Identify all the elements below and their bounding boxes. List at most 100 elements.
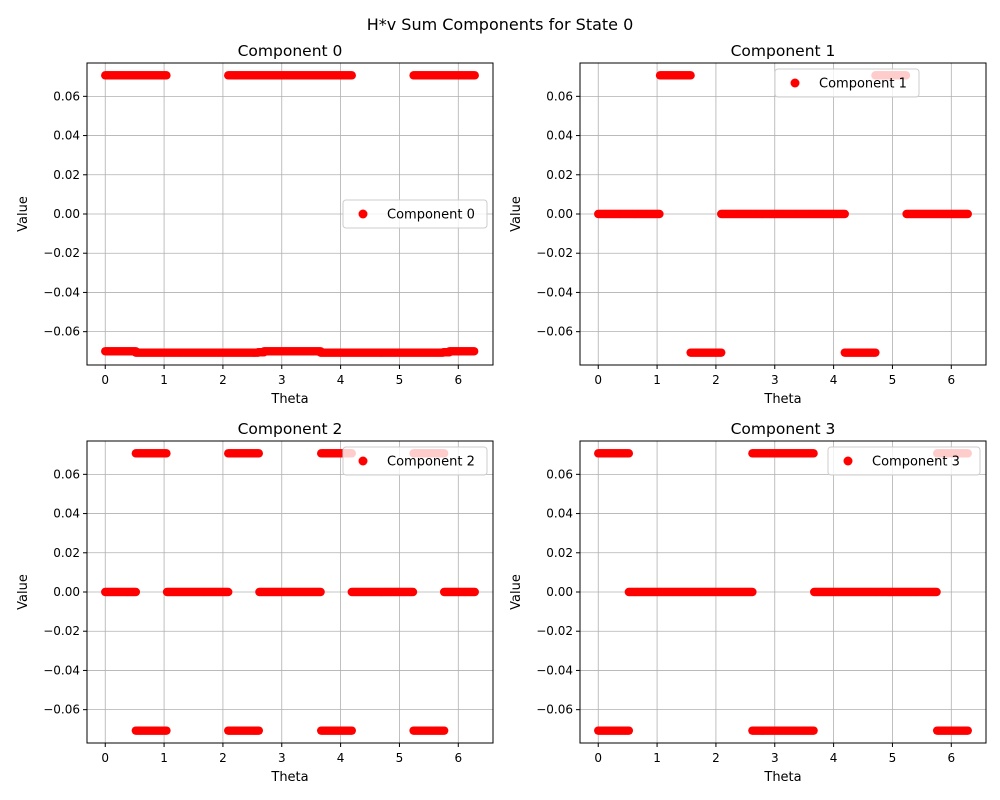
data-point (748, 587, 757, 597)
x-axis-label: Theta (763, 392, 801, 407)
subplot-title: Component 0 (238, 42, 343, 60)
legend-marker (843, 456, 853, 466)
data-point (840, 209, 849, 219)
legend-box (342, 199, 488, 229)
x-tick-label: 3 (771, 751, 779, 765)
subplot-3: 0 1 2 3 4 5 6 −0.06 −0.04 −0.02 0.00 0.02 0.04 0.06 Co… (509, 420, 987, 785)
data-segment-11 (409, 726, 449, 735)
legend-label: Component 3 (872, 455, 960, 470)
legend: Component 2 (342, 446, 488, 476)
y-tick-label: 0.02 (546, 168, 573, 182)
y-tick-label: 0.02 (53, 546, 80, 560)
x-tick-label: 4 (337, 373, 345, 387)
data-point (162, 449, 171, 458)
data-point (469, 347, 479, 356)
data-point (963, 209, 972, 219)
data-point (408, 587, 418, 597)
data-segment-0 (594, 449, 634, 458)
x-tick-label: 5 (396, 751, 404, 765)
data-point (717, 348, 726, 357)
data-point (809, 726, 818, 735)
data-segment-4 (224, 449, 264, 458)
y-axis-label: Value (16, 574, 31, 610)
y-axis-label: Value (16, 196, 31, 232)
legend-label: Component 1 (819, 77, 907, 92)
data-segment-7 (316, 348, 448, 357)
y-axis-label: Value (509, 196, 524, 232)
data-segment-12 (439, 587, 479, 597)
data-segment-1 (131, 449, 171, 458)
data-segment-0 (594, 209, 664, 219)
legend: Component 1 (774, 68, 920, 98)
subplot-title: Component 2 (238, 420, 343, 438)
x-tick-label: 6 (454, 373, 462, 387)
y-tick-label: 0.04 (546, 129, 573, 143)
data-segment-4 (131, 348, 263, 357)
x-tick-label: 2 (712, 751, 720, 765)
data-segment-5 (224, 726, 264, 735)
y-tick-label: 0.00 (53, 585, 80, 599)
x-tick-label: 4 (830, 751, 838, 765)
x-tick-label: 6 (947, 373, 955, 387)
y-tick-label: 0.06 (546, 89, 573, 103)
y-tick-label: 0.00 (546, 207, 573, 221)
x-tick-label: 4 (830, 373, 838, 387)
data-point (932, 587, 941, 597)
legend-marker (790, 78, 800, 88)
x-tick-label: 1 (653, 373, 661, 387)
data-point (871, 348, 880, 357)
data-segment-3 (101, 347, 141, 356)
x-tick-label: 1 (653, 751, 661, 765)
legend-box (827, 446, 981, 476)
data-segment-1 (594, 726, 634, 735)
x-tick-label: 0 (101, 373, 109, 387)
data-point (963, 726, 972, 735)
x-tick-label: 3 (278, 373, 286, 387)
x-tick-label: 2 (712, 373, 720, 387)
x-axis-label: Theta (270, 770, 308, 785)
data-segment-4 (840, 348, 880, 357)
x-tick-label: 4 (337, 751, 345, 765)
data-segment-6 (259, 347, 325, 356)
subplot-1: 0 1 2 3 4 5 6 −0.06 −0.04 −0.02 0.00 0.02 0.04 0.06 Co… (509, 42, 987, 407)
y-tick-label: −0.06 (43, 703, 80, 717)
x-tick-label: 6 (947, 751, 955, 765)
data-segment-8 (316, 726, 356, 735)
y-tick-label: 0.04 (53, 129, 80, 143)
y-tick-label: 0.06 (53, 89, 80, 103)
data-point (162, 726, 171, 735)
x-tick-label: 3 (771, 373, 779, 387)
y-tick-label: 0.00 (53, 207, 80, 221)
y-tick-label: 0.02 (546, 546, 573, 560)
data-point (624, 726, 634, 735)
x-tick-label: 1 (160, 751, 168, 765)
x-tick-label: 5 (889, 373, 897, 387)
scatter-series (594, 71, 972, 357)
legend-box (774, 68, 920, 98)
data-segment-3 (717, 209, 849, 219)
data-segment-0 (101, 71, 171, 80)
data-segment-3 (748, 449, 818, 458)
data-point (686, 71, 695, 80)
x-tick-label: 6 (454, 751, 462, 765)
data-point (624, 449, 634, 458)
data-segment-2 (131, 726, 171, 735)
x-tick-label: 2 (219, 373, 227, 387)
legend-label: Component 2 (387, 455, 475, 470)
x-axis-label: Theta (270, 392, 308, 407)
data-segment-1 (224, 71, 356, 80)
y-tick-label: −0.04 (536, 285, 573, 299)
y-tick-label: −0.02 (43, 246, 80, 260)
data-segment-2 (624, 587, 757, 597)
data-segment-4 (748, 726, 818, 735)
subplot-title: Component 1 (731, 42, 836, 60)
x-axis-label: Theta (763, 770, 801, 785)
data-point (254, 449, 264, 458)
data-point (347, 726, 356, 735)
y-tick-label: 0.06 (546, 467, 573, 481)
y-tick-label: −0.04 (536, 663, 573, 677)
data-segment-6 (255, 587, 325, 597)
y-tick-label: −0.02 (536, 246, 573, 260)
